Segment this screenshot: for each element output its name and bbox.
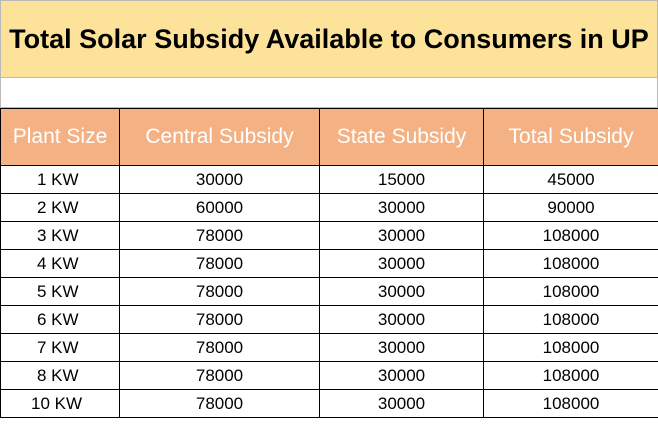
plant-size-cell: 1 KW: [0, 165, 120, 194]
header-state-subsidy: State Subsidy: [319, 108, 484, 166]
state-subsidy-cell: 30000: [319, 193, 484, 222]
plant-size-cell: 6 KW: [0, 305, 120, 334]
total-subsidy-cell: 90000: [483, 193, 658, 222]
state-subsidy-cell: 30000: [319, 333, 484, 362]
spacer-row: [0, 78, 658, 108]
subsidy-table: Plant Size Central Subsidy State Subsidy…: [0, 108, 658, 418]
state-subsidy-cell: 30000: [319, 249, 484, 278]
state-subsidy-cell: 30000: [319, 389, 484, 418]
central-subsidy-cell: 78000: [119, 361, 320, 390]
total-subsidy-cell: 108000: [483, 277, 658, 306]
central-subsidy-cell: 78000: [119, 333, 320, 362]
table-row: 1 KW 30000 15000 45000: [0, 165, 658, 194]
header-plant-size: Plant Size: [0, 108, 120, 166]
table-row: 7 KW 78000 30000 108000: [0, 333, 658, 362]
table-row: 6 KW 78000 30000 108000: [0, 305, 658, 334]
table-row: 10 KW 78000 30000 108000: [0, 389, 658, 418]
plant-size-cell: 7 KW: [0, 333, 120, 362]
page-title: Total Solar Subsidy Available to Consume…: [9, 23, 649, 54]
central-subsidy-cell: 30000: [119, 165, 320, 194]
plant-size-cell: 5 KW: [0, 277, 120, 306]
title-banner: Total Solar Subsidy Available to Consume…: [0, 0, 658, 78]
total-subsidy-cell: 108000: [483, 221, 658, 250]
table-row: 2 KW 60000 30000 90000: [0, 193, 658, 222]
plant-size-cell: 3 KW: [0, 221, 120, 250]
table-row: 3 KW 78000 30000 108000: [0, 221, 658, 250]
plant-size-cell: 8 KW: [0, 361, 120, 390]
total-subsidy-cell: 108000: [483, 249, 658, 278]
central-subsidy-cell: 78000: [119, 277, 320, 306]
state-subsidy-cell: 30000: [319, 305, 484, 334]
state-subsidy-cell: 15000: [319, 165, 484, 194]
table-row: 8 KW 78000 30000 108000: [0, 361, 658, 390]
header-central-subsidy: Central Subsidy: [119, 108, 320, 166]
central-subsidy-cell: 60000: [119, 193, 320, 222]
central-subsidy-cell: 78000: [119, 221, 320, 250]
total-subsidy-cell: 45000: [483, 165, 658, 194]
state-subsidy-cell: 30000: [319, 277, 484, 306]
header-total-subsidy: Total Subsidy: [483, 108, 658, 166]
central-subsidy-cell: 78000: [119, 389, 320, 418]
state-subsidy-cell: 30000: [319, 221, 484, 250]
total-subsidy-cell: 108000: [483, 305, 658, 334]
plant-size-cell: 4 KW: [0, 249, 120, 278]
total-subsidy-cell: 108000: [483, 389, 658, 418]
central-subsidy-cell: 78000: [119, 305, 320, 334]
header-row: Plant Size Central Subsidy State Subsidy…: [0, 108, 658, 166]
state-subsidy-cell: 30000: [319, 361, 484, 390]
table-row: 5 KW 78000 30000 108000: [0, 277, 658, 306]
total-subsidy-cell: 108000: [483, 361, 658, 390]
table-row: 4 KW 78000 30000 108000: [0, 249, 658, 278]
plant-size-cell: 2 KW: [0, 193, 120, 222]
total-subsidy-cell: 108000: [483, 333, 658, 362]
central-subsidy-cell: 78000: [119, 249, 320, 278]
plant-size-cell: 10 KW: [0, 389, 120, 418]
